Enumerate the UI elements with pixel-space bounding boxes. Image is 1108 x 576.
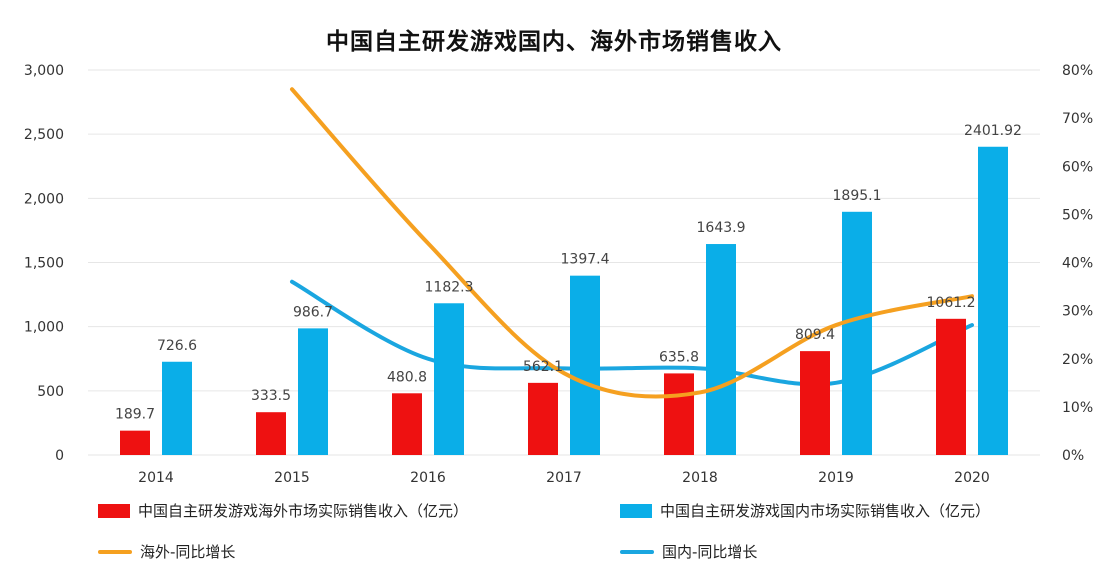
data-label-overseas: 480.8 <box>387 369 427 385</box>
y2-tick-label: 50% <box>1062 207 1093 223</box>
y-tick-label: 2,000 <box>24 191 64 207</box>
data-label-domestic: 1643.9 <box>697 220 746 236</box>
legend-item-overseas-revenue: 中国自主研发游戏海外市场实际销售收入（亿元） <box>98 500 468 521</box>
data-label-overseas: 562.1 <box>523 359 563 375</box>
legend-swatch-overseas-line <box>98 549 132 554</box>
overseas-growth-line <box>290 87 974 399</box>
data-label-overseas: 635.8 <box>659 349 699 365</box>
combo-chart: 189.7 726.6 333.5 986.7 480.8 1182.3 562.1 1397… <box>24 63 1093 486</box>
y-tick-label: 3,000 <box>24 63 64 79</box>
legend-item-overseas-growth: 海外-同比增长 <box>98 541 235 562</box>
bar-domestic <box>162 361 192 455</box>
y2-tick-label: 10% <box>1062 400 1093 416</box>
y-tick-label: 1,500 <box>24 256 64 272</box>
bar-overseas <box>936 318 966 455</box>
bar-overseas <box>800 351 830 455</box>
bar-overseas <box>392 393 422 455</box>
x-tick-label: 2015 <box>274 470 310 486</box>
legend-label-domestic-growth: 国内-同比增长 <box>662 543 758 561</box>
bar-domestic <box>706 244 736 455</box>
y2-tick-label: 60% <box>1062 159 1093 175</box>
bar-overseas <box>528 382 558 455</box>
y-tick-label: 2,500 <box>24 127 64 143</box>
bar-overseas <box>664 373 694 455</box>
legend-label-domestic-revenue: 中国自主研发游戏国内市场实际销售收入（亿元） <box>660 502 991 520</box>
y2-tick-label: 80% <box>1062 63 1093 79</box>
x-tick-label: 2014 <box>138 470 174 486</box>
y2-tick-label: 30% <box>1062 304 1093 320</box>
legend-label-overseas-growth: 海外-同比增长 <box>140 543 236 561</box>
axis-layer: 0 500 1,000 1,500 2,000 2,500 3,000 0% 10% 20% 30%… <box>24 63 1093 486</box>
bar-domestic <box>570 275 600 455</box>
bar-domestic <box>842 211 872 455</box>
grid-lines <box>88 69 1040 456</box>
y2-tick-label: 40% <box>1062 256 1093 272</box>
x-tick-label: 2020 <box>954 470 990 486</box>
data-label-domestic: 726.6 <box>157 338 197 354</box>
y-tick-label: 0 <box>55 448 64 464</box>
data-label-domestic: 1182.3 <box>425 279 474 295</box>
data-label-overseas: 1061.2 <box>927 295 976 311</box>
data-label-overseas: 333.5 <box>251 388 291 404</box>
data-label-domestic: 2401.92 <box>964 123 1022 139</box>
data-label-overseas: 189.7 <box>115 407 155 423</box>
bar-domestic <box>298 328 328 455</box>
bar-overseas <box>256 412 286 455</box>
legend-item-domestic-growth: 国内-同比增长 <box>620 541 757 562</box>
legend-swatch-overseas-bar <box>98 503 130 518</box>
data-label-overseas: 809.4 <box>795 327 835 343</box>
x-tick-label: 2018 <box>682 470 718 486</box>
data-label-layer: 189.7 726.6 333.5 986.7 480.8 1182.3 562.1 1397… <box>115 123 1022 423</box>
y-tick-label: 1,000 <box>24 320 64 336</box>
legend-swatch-domestic-line <box>620 549 654 554</box>
y2-tick-label: 20% <box>1062 352 1093 368</box>
x-tick-label: 2016 <box>410 470 446 486</box>
data-label-domestic: 1895.1 <box>833 188 882 204</box>
x-tick-label: 2017 <box>546 470 582 486</box>
data-label-domestic: 986.7 <box>293 304 333 320</box>
overseas-growth-line-layer <box>290 87 974 399</box>
bar-overseas <box>120 430 150 455</box>
x-tick-label: 2019 <box>818 470 854 486</box>
bar-domestic <box>978 146 1008 455</box>
y-tick-label: 500 <box>37 384 64 400</box>
legend-item-domestic-revenue: 中国自主研发游戏国内市场实际销售收入（亿元） <box>620 500 990 521</box>
y2-tick-label: 70% <box>1062 111 1093 127</box>
y2-tick-label: 0% <box>1062 448 1084 464</box>
data-label-domestic: 1397.4 <box>561 252 610 268</box>
legend-swatch-domestic-bar <box>620 503 652 518</box>
chart-title: 中国自主研发游戏国内、海外市场销售收入 <box>326 29 782 55</box>
legend-label-overseas-revenue: 中国自主研发游戏海外市场实际销售收入（亿元） <box>138 502 469 520</box>
bar-layer <box>120 146 1008 455</box>
bar-domestic <box>434 303 464 455</box>
